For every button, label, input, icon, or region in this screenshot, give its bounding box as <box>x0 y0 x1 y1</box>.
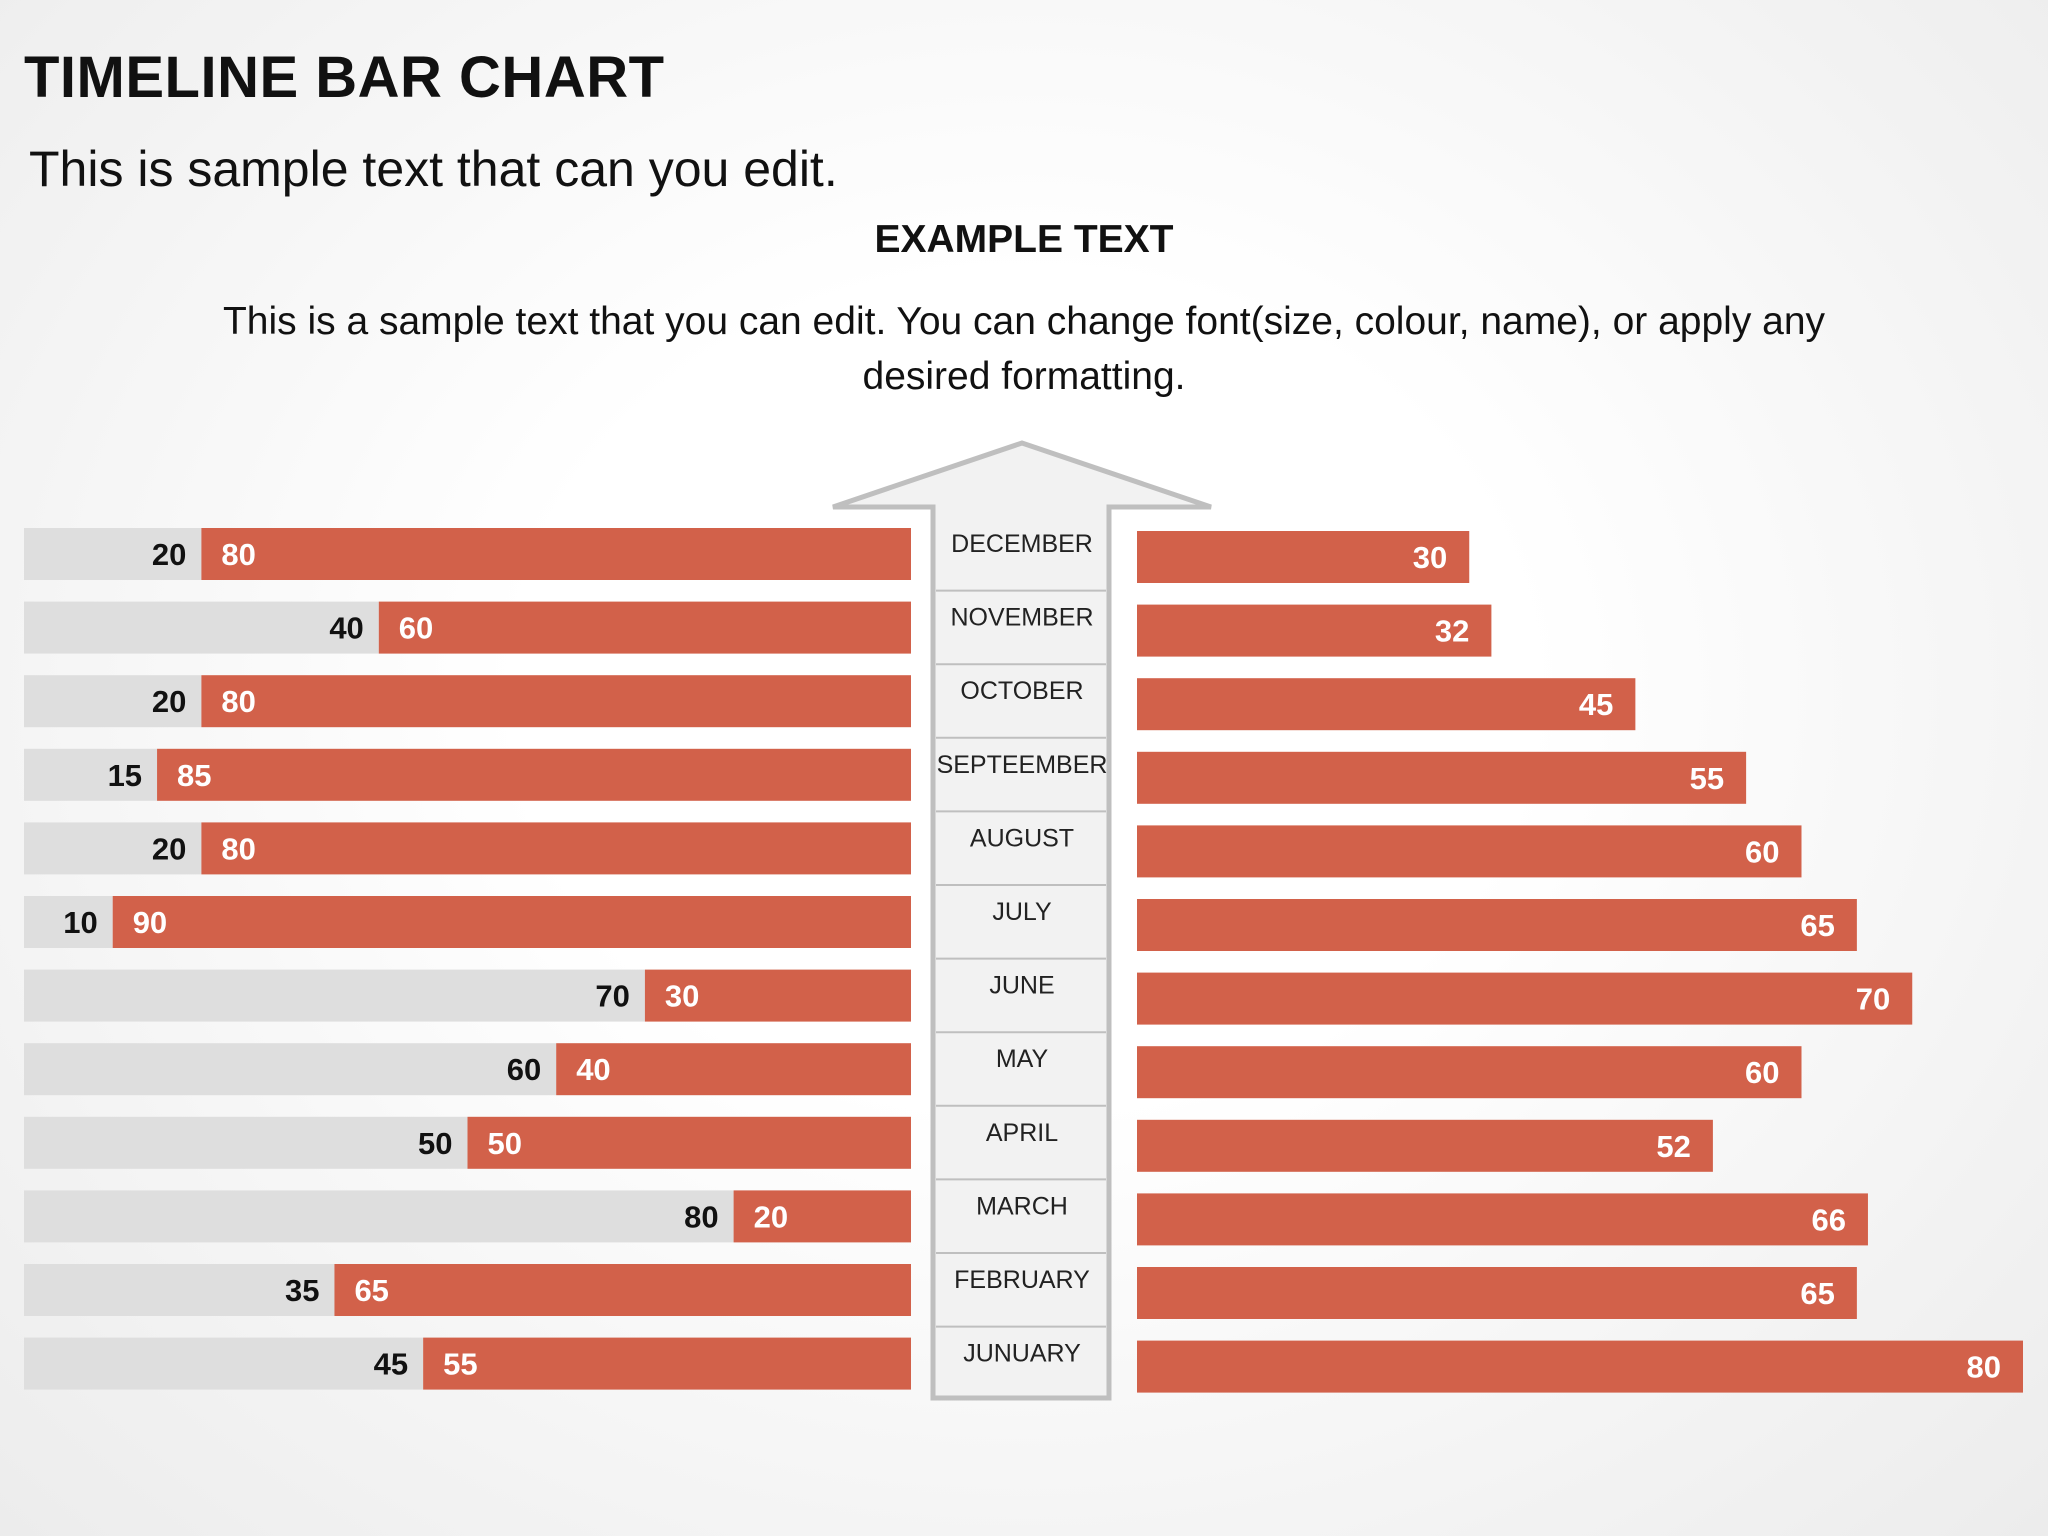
left-remainder-label: 80 <box>684 1199 718 1234</box>
left-bar-value <box>644 969 911 1022</box>
right-bar <box>1137 972 1913 1025</box>
left-bar-value <box>157 748 912 801</box>
left-remainder-label: 20 <box>152 684 186 719</box>
slide-title: TIMELINE BAR CHART <box>24 45 665 110</box>
left-value-label: 20 <box>754 1199 788 1234</box>
left-value-label: 30 <box>665 979 699 1014</box>
right-bar <box>1137 1046 1802 1099</box>
left-value-label: 65 <box>354 1273 388 1308</box>
left-value-label: 40 <box>576 1052 610 1087</box>
month-label: FEBRUARY <box>954 1266 1090 1294</box>
left-value-label: 85 <box>177 758 211 793</box>
left-bar-remainder <box>24 969 645 1022</box>
left-bar-remainder <box>24 675 202 728</box>
left-bar-remainder <box>24 822 202 875</box>
left-bar-remainder <box>24 1337 424 1390</box>
left-remainder-label: 15 <box>108 758 142 793</box>
month-label: JUNUARY <box>963 1340 1081 1368</box>
right-value-label: 30 <box>1413 540 1447 575</box>
month-label: AUGUST <box>970 824 1074 852</box>
left-remainder-label: 50 <box>418 1126 452 1161</box>
left-remainder-label: 35 <box>285 1273 319 1308</box>
month-label: NOVEMBER <box>950 604 1093 632</box>
right-bar <box>1137 1267 1857 1319</box>
left-bar-remainder <box>24 528 202 580</box>
right-value-label: 70 <box>1856 982 1890 1017</box>
left-bar-value <box>201 528 911 580</box>
right-bar <box>1137 1193 1868 1246</box>
right-bar <box>1137 1340 2023 1393</box>
right-value-label: 45 <box>1579 687 1613 722</box>
right-bar <box>1137 899 1857 951</box>
slide-subtitle: This is sample text that can you edit. <box>29 141 838 197</box>
right-bar <box>1137 604 1492 657</box>
left-bar-remainder <box>24 896 113 948</box>
left-value-label: 80 <box>221 684 255 719</box>
left-bar-value <box>733 1190 911 1243</box>
month-label: DECEMBER <box>951 530 1093 558</box>
left-value-label: 55 <box>443 1347 477 1382</box>
right-bar <box>1137 531 1470 583</box>
right-bar <box>1137 751 1747 804</box>
left-bar-remainder <box>24 1116 468 1169</box>
right-value-label: 32 <box>1435 614 1469 649</box>
right-value-label: 80 <box>1967 1350 2001 1385</box>
right-bar <box>1137 678 1636 731</box>
right-value-label: 66 <box>1811 1202 1845 1237</box>
right-value-label: 65 <box>1800 1276 1834 1311</box>
right-value-label: 52 <box>1656 1129 1690 1164</box>
right-bar <box>1137 1119 1713 1172</box>
left-remainder-label: 20 <box>152 537 186 572</box>
left-bar-value <box>378 601 911 654</box>
left-bar-remainder <box>24 601 379 654</box>
right-value-label: 65 <box>1800 908 1834 943</box>
month-label: SEPTEEMBER <box>937 751 1108 779</box>
left-bar-remainder <box>24 1043 557 1096</box>
left-bar-value <box>334 1264 911 1316</box>
timeline-arrow <box>832 440 1212 1401</box>
left-remainder-label: 45 <box>374 1347 408 1382</box>
left-bar-value <box>201 675 911 728</box>
right-value-label: 55 <box>1690 761 1724 796</box>
right-value-label: 60 <box>1745 1055 1779 1090</box>
left-bar-value <box>201 822 911 875</box>
left-bar-remainder <box>24 748 158 801</box>
left-remainder-label: 60 <box>507 1052 541 1087</box>
left-bar-remainder <box>24 1264 335 1316</box>
left-bar-value <box>112 896 911 948</box>
left-remainder-label: 10 <box>63 905 97 940</box>
month-label: OCTOBER <box>960 677 1083 705</box>
left-bar-value <box>467 1116 911 1169</box>
month-label: APRIL <box>986 1119 1058 1147</box>
left-value-label: 50 <box>488 1126 522 1161</box>
left-remainder-label: 70 <box>595 979 629 1014</box>
right-value-label: 60 <box>1745 834 1779 869</box>
right-bar <box>1137 825 1802 878</box>
left-bar-remainder <box>24 1190 734 1243</box>
left-bar-value <box>423 1337 911 1390</box>
left-value-label: 60 <box>399 611 433 646</box>
left-value-label: 80 <box>221 537 255 572</box>
example-title: EXAMPLE TEXT <box>874 218 1174 261</box>
left-bar-value <box>556 1043 911 1096</box>
left-remainder-label: 20 <box>152 831 186 866</box>
month-label: MAY <box>996 1045 1049 1073</box>
left-remainder-label: 40 <box>329 611 363 646</box>
left-value-label: 90 <box>133 905 167 940</box>
month-label: JUNE <box>989 972 1054 1000</box>
month-label: JULY <box>992 898 1052 926</box>
month-label: MARCH <box>976 1192 1068 1220</box>
left-value-label: 80 <box>221 831 255 866</box>
description-text: This is a sample text that you can edit.… <box>222 300 1826 398</box>
